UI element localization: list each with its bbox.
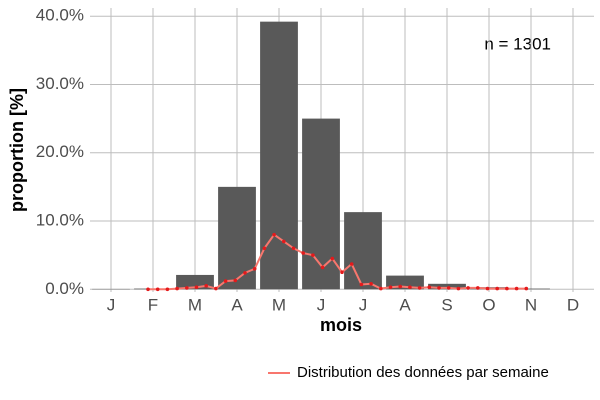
y-tick-label: 10.0% [36, 210, 84, 229]
weekly-point [349, 262, 354, 266]
weekly-point [379, 286, 383, 291]
y-tick-label: 40.0% [36, 6, 84, 25]
weekly-point [437, 286, 441, 290]
weekly-point [165, 287, 170, 292]
weekly-point [214, 286, 218, 291]
weekly-point [446, 286, 451, 290]
weekly-point [330, 256, 335, 261]
y-tick-label: 0.0% [45, 279, 84, 298]
weekly-point [427, 285, 432, 290]
x-tick-label: A [231, 295, 243, 314]
weekly-point [417, 286, 422, 290]
x-tick-label: J [359, 295, 368, 314]
x-axis-title: mois [320, 315, 362, 335]
x-tick-label: M [188, 295, 202, 314]
y-tick-label: 30.0% [36, 74, 84, 93]
weekly-point [466, 286, 470, 290]
x-tick-label: M [272, 295, 286, 314]
weekly-point [194, 285, 199, 290]
weekly-point [456, 286, 461, 291]
weekly-point [514, 286, 519, 291]
weekly-point [388, 285, 393, 290]
bar [428, 283, 466, 290]
weekly-point [252, 266, 257, 271]
weekly-point [320, 265, 325, 270]
weekly-point [282, 239, 286, 244]
bar [386, 275, 424, 290]
bar [218, 186, 256, 290]
x-tick-label: J [317, 295, 326, 314]
x-tick-label: S [441, 295, 452, 314]
x-tick-label: A [399, 295, 411, 314]
weekly-point [291, 246, 296, 251]
weekly-point [485, 286, 490, 291]
legend-label: Distribution des données par semaine [297, 364, 549, 381]
weekly-point [146, 287, 150, 292]
x-tick-label: D [567, 295, 579, 314]
weekly-point [359, 282, 364, 287]
weekly-point [340, 270, 344, 275]
weekly-point [223, 279, 228, 283]
weekly-point [476, 286, 480, 290]
bar [512, 288, 550, 290]
weekly-point [233, 278, 238, 283]
x-tick-label: F [148, 295, 158, 314]
weekly-point [408, 285, 412, 290]
x-tick-label: O [482, 295, 495, 314]
annotation: n = 1301 [484, 34, 551, 53]
weekly-line [148, 233, 527, 291]
weekly-point [524, 286, 529, 291]
weekly-point [398, 284, 403, 289]
weekly-point [505, 286, 509, 291]
y-axis-title: proportion [%] [7, 88, 27, 212]
weekly-point [272, 232, 276, 237]
weekly-point [243, 271, 247, 275]
weekly-point [495, 286, 500, 291]
bar [302, 118, 340, 290]
weekly-point [369, 282, 373, 286]
weekly-point [155, 287, 160, 292]
weekly-point [175, 286, 179, 291]
bar [344, 212, 382, 290]
x-tick-label: N [525, 295, 537, 314]
weekly-point [204, 284, 208, 288]
x-tick-label: J [107, 295, 116, 314]
weekly-point [185, 286, 189, 290]
weekly-point [301, 251, 306, 255]
weekly-point [311, 253, 315, 257]
y-tick-label: 20.0% [36, 142, 84, 161]
weekly-point [262, 246, 267, 251]
